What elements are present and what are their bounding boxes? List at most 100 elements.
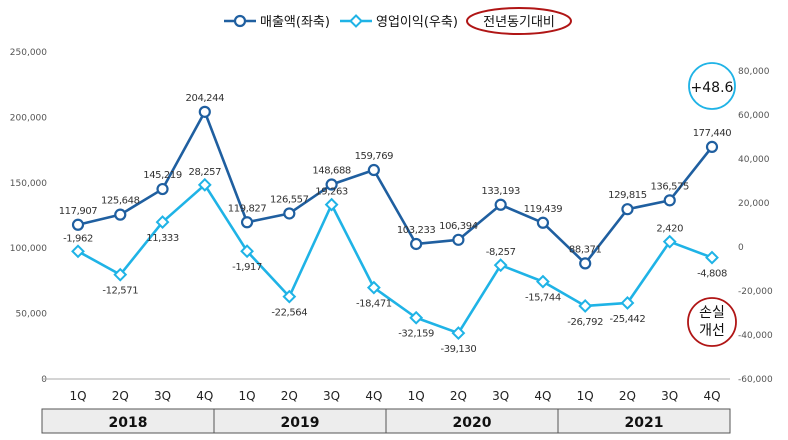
revenue-marker bbox=[452, 233, 465, 246]
right-tick-label: 20,000 bbox=[738, 199, 770, 209]
profit-marker bbox=[113, 267, 128, 282]
profit-marker bbox=[409, 310, 424, 325]
right-tick-label: 0 bbox=[738, 243, 744, 253]
revenue-data-label: 159,769 bbox=[355, 151, 394, 162]
profit-data-label: -15,744 bbox=[525, 293, 561, 304]
revenue-data-label: 103,233 bbox=[397, 225, 436, 236]
profit-marker bbox=[282, 289, 297, 304]
profit-marker bbox=[620, 296, 635, 310]
profit-data-label: -39,130 bbox=[440, 344, 476, 355]
category-label: 1Q bbox=[408, 389, 425, 403]
category-label: 4Q bbox=[196, 389, 213, 403]
revenue-data-label: 204,244 bbox=[186, 93, 225, 104]
year-box bbox=[41, 408, 215, 434]
revenue-data-label: 119,827 bbox=[228, 203, 267, 214]
revenue-data-label: 125,648 bbox=[101, 196, 140, 207]
left-tick-label: 50,000 bbox=[16, 310, 48, 320]
loss-callout-line1: 손실 bbox=[699, 305, 725, 321]
legend: 매출액(좌축) 영업이익(우축) 전년동기대비 bbox=[224, 7, 572, 35]
loss-callout-line2: 개선 bbox=[699, 323, 725, 339]
right-tick-label: 40,000 bbox=[738, 155, 770, 165]
right-tick-label: 60,000 bbox=[738, 111, 770, 121]
revenue-data-label: 148,688 bbox=[312, 166, 351, 177]
year-label: 2020 bbox=[453, 415, 492, 431]
profit-line bbox=[77, 183, 713, 335]
revenue-data-label: 119,439 bbox=[524, 204, 563, 215]
category-label: 1Q bbox=[69, 389, 86, 403]
revenue-marker bbox=[114, 208, 127, 221]
series-lines bbox=[77, 110, 714, 335]
right-tick-label: -40,000 bbox=[738, 331, 773, 341]
revenue-marker bbox=[663, 194, 676, 207]
category-axis: 1Q 2Q 3Q 4Q 1Q 2Q 3Q 4Q 1Q 2Q 3Q 4Q 1Q 2Q 3Q 4Q 2018 2019… bbox=[41, 378, 731, 434]
profit-data-label: 28,257 bbox=[189, 167, 222, 178]
revenue-marker bbox=[621, 203, 634, 216]
revenue-marker bbox=[71, 218, 85, 231]
revenue-marker bbox=[156, 182, 169, 196]
category-label: 1Q bbox=[239, 389, 256, 403]
revenue-marker bbox=[240, 216, 254, 229]
legend-yoy-label: 전년동기대비 bbox=[483, 15, 555, 30]
revenue-data-label: 117,907 bbox=[59, 206, 98, 217]
revenue-marker bbox=[536, 216, 550, 229]
year-box bbox=[213, 408, 387, 434]
revenue-data-label: 145,219 bbox=[143, 170, 182, 181]
right-axis: -60,000 -40,000 -20,000 0 20,000 40,000 60,000… bbox=[738, 67, 773, 385]
category-label: 2Q bbox=[450, 389, 467, 403]
revenue-data-label: 133,193 bbox=[481, 186, 520, 197]
revenue-marker bbox=[283, 207, 296, 220]
profit-marker bbox=[71, 244, 85, 259]
profit-marker bbox=[197, 177, 212, 192]
profit-data-label: -8,257 bbox=[486, 247, 516, 258]
profit-data-label: -25,442 bbox=[610, 314, 646, 325]
profit-data-label: -22,564 bbox=[271, 308, 307, 319]
profit-marker bbox=[324, 197, 339, 212]
profit-marker bbox=[240, 244, 254, 259]
category-label: 4Q bbox=[534, 389, 551, 403]
markers bbox=[71, 105, 719, 341]
growth-callout-circle bbox=[688, 62, 736, 110]
profit-marker bbox=[705, 250, 719, 265]
profit-marker bbox=[493, 258, 508, 273]
revenue-data-label: 106,394 bbox=[439, 221, 478, 232]
profit-marker bbox=[366, 280, 381, 295]
revenue-data-label: 129,815 bbox=[608, 190, 647, 201]
revenue-line bbox=[77, 110, 714, 265]
profit-data-label: 2,420 bbox=[656, 224, 683, 235]
year-label: 2019 bbox=[281, 415, 320, 431]
legend-revenue-label: 매출액(좌축) bbox=[260, 15, 330, 30]
profit-data-label: -18,471 bbox=[356, 299, 392, 310]
left-axis: 0 50,000 100,000 150,000 200,000 250,000 bbox=[10, 48, 47, 385]
category-label: 2Q bbox=[619, 389, 636, 403]
category-label: 3Q bbox=[661, 389, 678, 403]
profit-marker bbox=[662, 234, 677, 249]
growth-callout-text: +48.6 bbox=[691, 80, 734, 96]
profit-data-label: -1,962 bbox=[63, 233, 93, 244]
revenue-marker bbox=[579, 257, 592, 270]
profit-data-label: -4,808 bbox=[697, 269, 727, 280]
profit-marker bbox=[536, 274, 550, 289]
left-tick-label: 250,000 bbox=[10, 48, 47, 58]
profit-data-label: -32,159 bbox=[398, 329, 434, 340]
profit-marker bbox=[451, 326, 466, 341]
legend-revenue-marker bbox=[233, 14, 247, 28]
category-label: 2Q bbox=[281, 389, 298, 403]
revenue-data-label: 136,575 bbox=[650, 181, 689, 192]
category-label: 2Q bbox=[112, 389, 129, 403]
year-label: 2018 bbox=[109, 415, 148, 431]
revenue-data-label: 126,557 bbox=[270, 194, 309, 205]
profit-marker bbox=[578, 299, 593, 313]
category-label: 3Q bbox=[323, 389, 340, 403]
category-label: 4Q bbox=[703, 389, 720, 403]
year-box bbox=[557, 408, 731, 434]
legend-yoy-oval bbox=[466, 7, 572, 35]
category-label: 3Q bbox=[492, 389, 509, 403]
category-label: 1Q bbox=[577, 389, 594, 403]
left-tick-label: 200,000 bbox=[10, 113, 47, 123]
profit-data-label: 11,333 bbox=[146, 233, 179, 244]
year-label: 2021 bbox=[625, 415, 664, 431]
legend-profit-label: 영업이익(우축) bbox=[376, 15, 458, 30]
